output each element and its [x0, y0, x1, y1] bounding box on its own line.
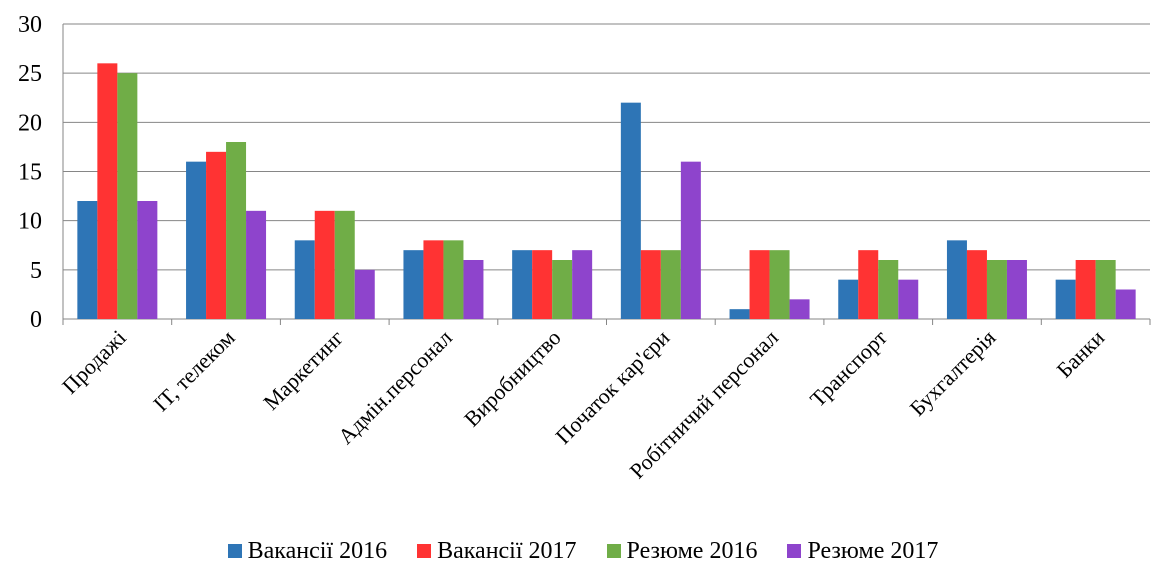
- bar: [423, 240, 444, 319]
- bar: [206, 151, 227, 319]
- bar: [898, 279, 919, 319]
- y-tick-label: 15: [18, 160, 42, 186]
- bar: [1006, 260, 1027, 319]
- legend-label: Резюме 2017: [807, 537, 939, 564]
- bar: [117, 73, 138, 320]
- bar: [966, 250, 987, 319]
- bar: [986, 260, 1007, 319]
- bar: [77, 201, 98, 319]
- bar: [1075, 260, 1096, 319]
- bar: [680, 161, 701, 319]
- legend-item: Вакансії 2016: [227, 537, 388, 565]
- bar: [789, 299, 810, 319]
- bar-chart: 0 5 10 15 20 25 30 Продажі IT, телеком МаркетингА…: [18, 12, 1151, 483]
- bar: [532, 250, 553, 319]
- y-tick-label: 30: [18, 12, 42, 38]
- bar: [137, 201, 158, 319]
- bar: [640, 250, 661, 319]
- y-tick-label: 25: [18, 61, 42, 87]
- bar: [354, 269, 375, 319]
- bar: [226, 142, 247, 319]
- bar: [443, 240, 464, 319]
- bar: [186, 161, 207, 319]
- bar: [729, 309, 750, 319]
- bar: [512, 250, 533, 319]
- bar: [246, 210, 267, 319]
- bar: [749, 250, 770, 319]
- x-tick-label: Маркетинг: [258, 325, 348, 415]
- legend-label: Вакансії 2016: [247, 537, 388, 564]
- legend-label: Резюме 2016: [626, 537, 758, 564]
- bar: [294, 240, 315, 319]
- legend-item: Резюме 2016: [606, 537, 758, 565]
- legend: Вакансії 2016 Вакансії 2017 Резюме 2016 …: [0, 531, 1166, 571]
- bar: [1055, 279, 1076, 319]
- bar: [620, 102, 641, 320]
- bar: [463, 260, 484, 319]
- bar: [660, 250, 681, 319]
- bar: [552, 260, 573, 319]
- legend-swatch: [227, 544, 242, 558]
- bar: [403, 250, 424, 319]
- bar: [1115, 289, 1136, 319]
- bar: [1095, 260, 1116, 319]
- bar: [878, 260, 899, 319]
- bar: [334, 210, 355, 319]
- bar: [858, 250, 879, 319]
- bar: [97, 63, 118, 320]
- bar: [838, 279, 859, 319]
- legend-item: Вакансії 2017: [417, 537, 577, 565]
- y-tick-label: 10: [18, 209, 42, 235]
- bar: [314, 210, 335, 319]
- x-tick-label: Бухгалтерія: [905, 325, 1001, 421]
- y-tick-label: 20: [18, 110, 42, 136]
- x-tick-label: Продажі: [57, 325, 131, 399]
- legend-label: Вакансії 2017: [437, 537, 577, 564]
- legend-swatch: [787, 544, 802, 558]
- x-tick-label: IT, телеком: [148, 325, 240, 417]
- bar: [769, 250, 790, 319]
- y-tick-label: 0: [30, 307, 42, 333]
- x-tick-label: Адмін.персонал: [333, 325, 457, 449]
- x-tick-label: Виробництво: [459, 325, 566, 432]
- x-tick-label: Початок кар'єри: [550, 325, 674, 449]
- x-tick-label: Банки: [1051, 325, 1109, 383]
- legend-item: Резюме 2017: [787, 538, 938, 565]
- bar: [946, 240, 967, 319]
- bar: [572, 250, 593, 319]
- y-tick-label: 5: [30, 258, 42, 284]
- legend-swatch: [417, 544, 432, 558]
- legend-swatch: [606, 544, 621, 558]
- x-tick-label: Транспорт: [805, 325, 892, 412]
